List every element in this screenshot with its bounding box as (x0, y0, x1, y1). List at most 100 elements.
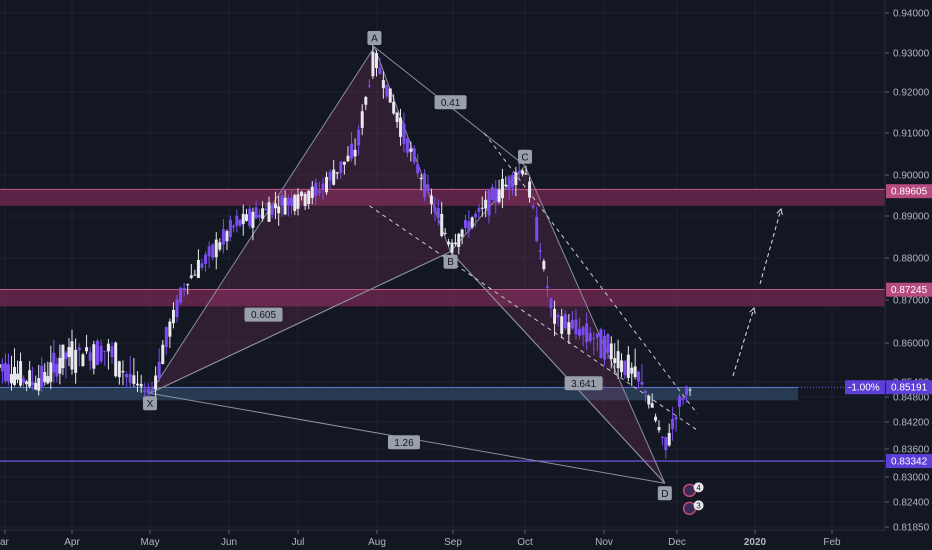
candle-body (157, 361, 161, 379)
point-label-x-bg (143, 396, 157, 411)
channel-lower[interactable] (369, 205, 698, 431)
candle-body (549, 298, 553, 309)
candle-body (182, 287, 186, 291)
candle-body (67, 347, 71, 358)
candle-body (277, 206, 281, 214)
event-count-bg (693, 482, 704, 493)
candle-body (599, 329, 603, 359)
candle-body (643, 390, 647, 394)
point-label-c-bg (518, 149, 532, 164)
candle-body (581, 327, 585, 336)
candle-body (606, 334, 610, 353)
candle-body (371, 51, 375, 77)
pattern-labels[interactable]: X A B C D 0.41 0.605 3.641 1.26 4 3 (143, 31, 704, 516)
event-count-bg (693, 500, 704, 511)
zone-support[interactable] (0, 387, 798, 401)
candle-body (609, 343, 613, 359)
candle-body (136, 383, 140, 386)
candle-body (77, 347, 81, 351)
candle-body (34, 382, 38, 390)
candle-body (357, 129, 361, 146)
candle-body (46, 376, 50, 384)
candle-body (524, 173, 528, 175)
candle-body (426, 184, 430, 192)
price-tick-label: 0.94000 (893, 9, 930, 20)
time-tick-label: Apr (64, 537, 80, 548)
price-tick-label: 0.89000 (893, 212, 930, 223)
candle-body (353, 149, 357, 157)
candle-body (31, 381, 35, 386)
candle-body (13, 366, 17, 385)
candle-body (293, 195, 297, 212)
candle-body (241, 213, 245, 225)
candle-body (114, 342, 118, 377)
candle-body (171, 309, 175, 324)
projection-arrows[interactable] (732, 207, 783, 377)
time-tick-label: Feb (823, 537, 841, 548)
candle-body (633, 366, 637, 378)
candle-body (660, 437, 664, 439)
zone-resistance-upper[interactable] (0, 189, 885, 206)
price-badge-label: 0.85191 (891, 383, 928, 394)
leg-BD[interactable] (450, 251, 666, 484)
candle-body (500, 178, 504, 199)
price-tick-label: 0.84200 (893, 418, 930, 429)
candle-body (681, 398, 685, 400)
candle-body (613, 358, 617, 364)
channel-upper[interactable] (483, 132, 698, 414)
candle-body (487, 190, 491, 216)
price-badges: 0.89605 0.87245 0.85191 -1.00% 0.83342 (845, 184, 932, 469)
candle-body (238, 219, 242, 226)
candle-body (531, 205, 535, 208)
price-badge-label: 0.89605 (891, 187, 928, 198)
candle-body (436, 207, 440, 219)
price-badge-label: 0.83342 (891, 457, 928, 468)
leg-XB[interactable] (149, 251, 451, 394)
candle-body (657, 427, 661, 431)
time-axis[interactable]: ar Apr May Jun Jul Aug Sep Oct Nov Dec 2020 Feb (0, 530, 841, 548)
candle-body (419, 177, 423, 180)
candle-body (443, 232, 447, 234)
candle-body (395, 112, 399, 123)
candle-body (88, 352, 92, 361)
candle-body (43, 371, 47, 383)
candle-body (630, 367, 634, 374)
price-badge-bg (886, 184, 932, 199)
candle-body (545, 286, 549, 288)
ratio-label-bg (434, 95, 467, 110)
candle-body (290, 197, 294, 207)
candle-body (314, 182, 318, 196)
projection-arrow-2[interactable] (759, 208, 782, 285)
candle-body (146, 388, 150, 394)
candle-body (55, 363, 59, 377)
candle-body (346, 155, 350, 162)
candle-body (0, 363, 4, 372)
event-count: 4 (696, 483, 701, 492)
ratio-label: 0.41 (441, 98, 461, 109)
zone-resistance-lower[interactable] (0, 289, 885, 307)
candle-body (270, 205, 274, 215)
time-tick-label: Sep (444, 537, 462, 548)
candle-body (453, 242, 457, 244)
candle-body (85, 347, 89, 352)
candle-body (328, 171, 332, 181)
candle-body (374, 53, 378, 69)
candle-body (121, 370, 125, 373)
candle-body (423, 173, 427, 198)
candle-body (360, 111, 364, 128)
projection-arrow-1[interactable] (732, 307, 755, 377)
candle-body (650, 403, 654, 408)
candle-body (64, 352, 68, 360)
time-tick-label: Aug (368, 537, 386, 548)
candle-body (310, 186, 314, 198)
candle-body (179, 287, 183, 303)
candle-body (504, 184, 508, 187)
candle-body (244, 214, 248, 221)
candle-body (300, 191, 304, 197)
candle-body (388, 88, 392, 103)
time-axis-bg (0, 530, 932, 550)
candle-body (595, 333, 599, 338)
price-tick-label: 0.93000 (893, 49, 930, 60)
